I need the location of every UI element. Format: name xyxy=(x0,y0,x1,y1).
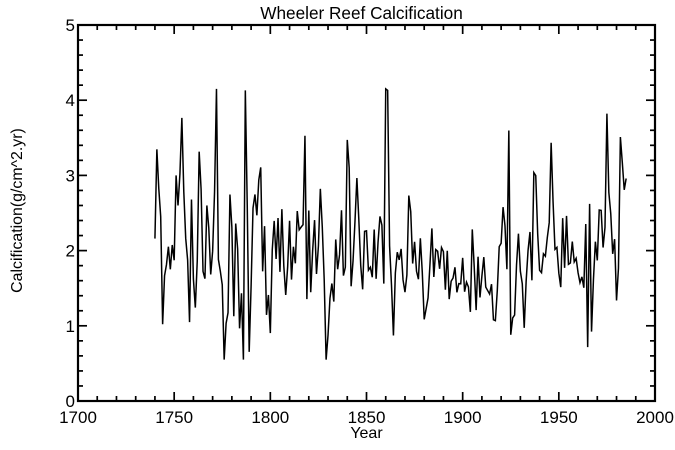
svg-text:4: 4 xyxy=(66,91,75,110)
svg-text:Calcification(g/cm^2.yr): Calcification(g/cm^2.yr) xyxy=(9,128,26,293)
svg-text:5: 5 xyxy=(66,16,75,35)
svg-text:1: 1 xyxy=(66,317,75,336)
svg-text:1950: 1950 xyxy=(540,408,578,427)
svg-text:2: 2 xyxy=(66,242,75,261)
svg-text:0: 0 xyxy=(66,392,75,411)
svg-text:3: 3 xyxy=(66,166,75,185)
svg-text:Wheeler Reef Calcification: Wheeler Reef Calcification xyxy=(260,3,463,23)
svg-text:1750: 1750 xyxy=(155,408,193,427)
svg-text:1900: 1900 xyxy=(444,408,482,427)
svg-text:Year: Year xyxy=(350,425,383,442)
svg-text:2000: 2000 xyxy=(636,408,674,427)
svg-text:1800: 1800 xyxy=(251,408,289,427)
